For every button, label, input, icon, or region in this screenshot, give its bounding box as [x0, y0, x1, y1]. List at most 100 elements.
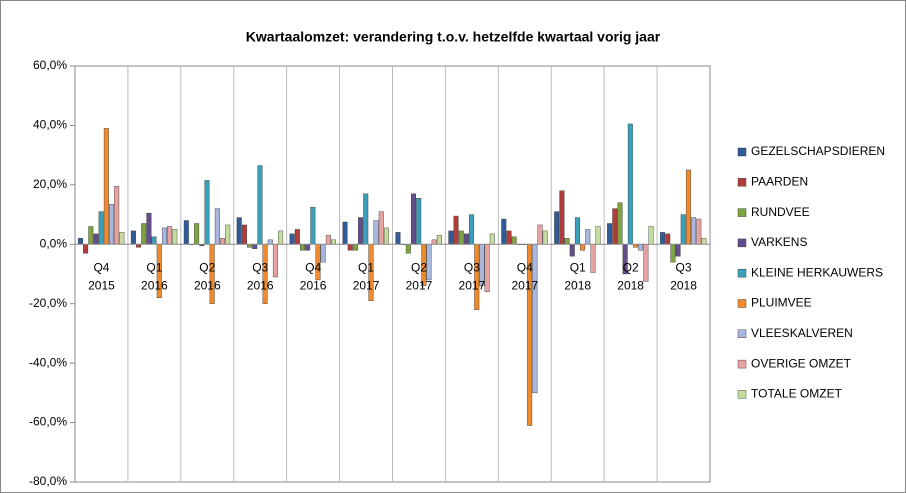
- bar: [453, 215, 459, 245]
- bar: [299, 244, 305, 251]
- bar: [225, 224, 231, 245]
- x-tick-label: Q4: [305, 260, 321, 274]
- bar: [331, 239, 337, 245]
- bar: [267, 239, 273, 245]
- bar: [696, 218, 702, 245]
- bar: [585, 229, 591, 245]
- bar: [436, 235, 442, 245]
- y-tick-label: -40,0%: [29, 355, 67, 369]
- bar: [252, 244, 258, 249]
- bar: [363, 193, 369, 245]
- bar: [484, 244, 490, 293]
- legend-label: PLUIMVEE: [751, 296, 812, 310]
- bar: [564, 238, 570, 245]
- legend-swatch: [737, 238, 747, 248]
- bar: [612, 208, 618, 245]
- x-tick-label: Q2: [199, 260, 215, 274]
- x-tick-label: 2015: [88, 278, 115, 292]
- legend-swatch: [737, 299, 747, 308]
- legend-swatch: [737, 147, 747, 157]
- bar: [88, 226, 94, 245]
- bar: [77, 238, 83, 245]
- bar: [103, 128, 109, 245]
- bar: [204, 180, 210, 245]
- bar: [489, 233, 495, 245]
- bar: [542, 230, 548, 245]
- bar: [532, 244, 538, 394]
- y-tick-label: -20,0%: [29, 296, 67, 310]
- legend-label: VARKENS: [751, 235, 807, 249]
- bar: [416, 198, 422, 245]
- legend-swatch: [737, 269, 747, 278]
- x-tick-label: 2018: [670, 278, 697, 292]
- x-tick-label: Q4: [93, 260, 109, 274]
- x-tick-label: 2018: [617, 278, 644, 292]
- x-tick-label: 2017: [353, 278, 380, 292]
- legend-swatch: [737, 178, 747, 187]
- bar: [448, 230, 454, 245]
- bar: [289, 233, 295, 245]
- bar: [574, 217, 580, 245]
- x-tick-label: Q2: [623, 260, 639, 274]
- x-tick-label: 2017: [406, 278, 433, 292]
- bar: [320, 244, 326, 263]
- bar: [272, 244, 278, 278]
- bar: [278, 230, 284, 245]
- x-tick-label: 2017: [511, 278, 538, 292]
- bar: [701, 238, 707, 245]
- legend-label: TOTALE OMZET: [751, 387, 843, 401]
- bar: [167, 226, 173, 245]
- bar: [352, 244, 358, 251]
- bar: [569, 244, 575, 257]
- bar: [617, 202, 623, 245]
- bar: [670, 244, 676, 263]
- bar: [431, 239, 437, 245]
- x-tick-label: Q4: [517, 260, 533, 274]
- chart-title: Kwartaalomzet: verandering t.o.v. hetzel…: [246, 29, 661, 45]
- x-tick-label: 2016: [247, 278, 274, 292]
- bar: [141, 223, 147, 245]
- bar: [383, 227, 389, 245]
- legend-label: GEZELSCHAPSDIEREN: [751, 144, 885, 158]
- bar: [410, 193, 416, 245]
- bar: [660, 232, 666, 245]
- bar: [130, 230, 136, 245]
- bar: [214, 208, 220, 245]
- bar: [463, 233, 469, 245]
- bar: [114, 186, 120, 245]
- bar: [172, 229, 178, 245]
- bar: [161, 227, 167, 245]
- bar: [511, 236, 517, 245]
- bar: [194, 223, 200, 245]
- x-tick-label: 2016: [300, 278, 327, 292]
- legend-label: KLEINE HERKAUWERS: [751, 265, 883, 279]
- bar: [643, 244, 649, 282]
- bar: [680, 214, 686, 245]
- x-tick-label: Q2: [411, 260, 427, 274]
- y-tick-label: 0,0%: [40, 236, 68, 250]
- x-tick-label: Q3: [252, 260, 268, 274]
- bar: [648, 226, 654, 245]
- legend-label: OVERIGE OMZET: [751, 356, 852, 370]
- bar: [405, 244, 411, 254]
- y-tick-label: 60,0%: [33, 58, 67, 72]
- bar: [665, 233, 671, 245]
- bar: [537, 224, 543, 245]
- y-tick-label: 20,0%: [33, 177, 67, 191]
- legend-label: RUNDVEE: [751, 205, 810, 219]
- bar: [474, 244, 480, 310]
- bar: [559, 190, 565, 245]
- bar: [358, 217, 364, 245]
- x-tick-label: Q3: [464, 260, 480, 274]
- bar: [183, 220, 189, 245]
- bar: [675, 244, 681, 257]
- legend-label: PAARDEN: [751, 174, 808, 188]
- bar: [590, 244, 596, 273]
- bar: [458, 230, 464, 245]
- bar: [310, 206, 316, 245]
- legend-swatch: [737, 390, 747, 399]
- bar: [119, 232, 125, 245]
- legend-swatch: [737, 359, 747, 369]
